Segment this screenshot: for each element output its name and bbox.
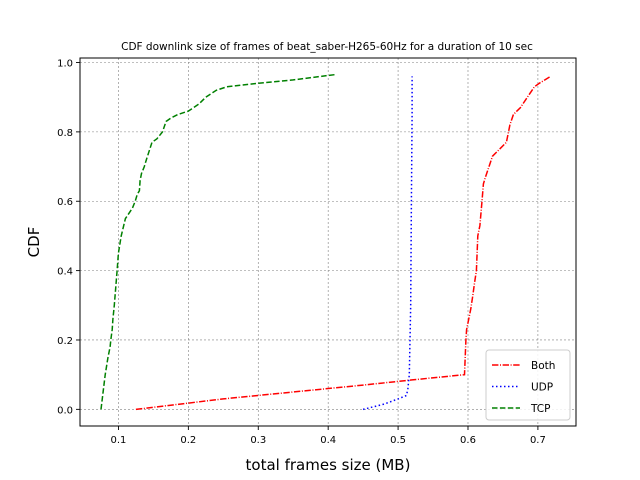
x-tick-label: 0.4 — [320, 435, 336, 446]
grid — [80, 58, 576, 426]
chart-title: CDF downlink size of frames of beat_sabe… — [121, 41, 533, 53]
series-line-tcp — [100, 73, 336, 410]
x-axis-ticks: 0.1 0.2 0.3 0.4 0.5 0.6 0.7 — [110, 426, 546, 446]
y-tick-label: 1.0 — [57, 59, 73, 70]
x-tick-label: 0.5 — [390, 435, 406, 446]
y-axis-label: CDF — [25, 227, 43, 258]
y-axis-ticks: 0.0 0.2 0.4 0.6 0.8 1.0 — [57, 59, 80, 416]
legend-label-tcp: TCP — [530, 403, 550, 415]
series-layer — [100, 73, 551, 411]
series-line-both — [135, 75, 551, 411]
legend-box — [485, 349, 571, 421]
x-tick-label: 0.6 — [460, 435, 476, 446]
legend-label-both: Both — [531, 360, 555, 372]
x-tick-label: 0.1 — [110, 435, 126, 446]
y-tick-label: 0.4 — [57, 267, 73, 278]
x-tick-label: 0.3 — [250, 435, 266, 446]
x-tick-label: 0.7 — [530, 435, 546, 446]
y-tick-label: 0.2 — [57, 336, 73, 347]
legend: Both UDP TCP — [485, 349, 571, 421]
legend-label-udp: UDP — [531, 382, 553, 394]
y-tick-label: 0.6 — [57, 197, 73, 208]
series-line-udp — [362, 76, 413, 411]
x-tick-label: 0.2 — [180, 435, 196, 446]
y-tick-label: 0.8 — [57, 128, 73, 139]
x-axis-label: total frames size (MB) — [246, 456, 411, 474]
y-tick-label: 0.0 — [57, 405, 73, 416]
